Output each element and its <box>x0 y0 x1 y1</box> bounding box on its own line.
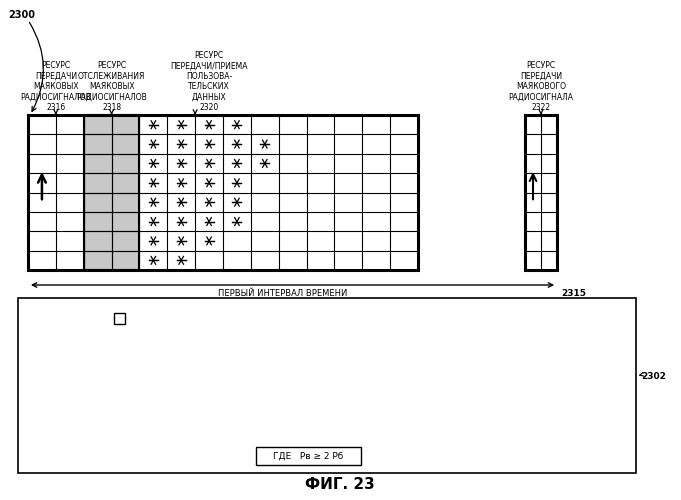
Text: 2312: 2312 <box>58 414 80 422</box>
Bar <box>84 115 140 270</box>
Text: СИМВОЛ ПОЛЬЗОВАТЕЛЬСКИХ ДАННЫХ НА СРЕДНЕМ УРОВНЕ МОЩНОСТИ ПЕРЕДАЧИ: СИМВОЛ ПОЛЬЗОВАТЕЛЬСКИХ ДАННЫХ НА СРЕДНЕ… <box>138 435 467 441</box>
Text: 2302: 2302 <box>641 372 666 381</box>
Text: ГДЕ   Pв ≥ 2 Pб: ГДЕ Pв ≥ 2 Pб <box>273 452 344 460</box>
Text: ПЕРЕДАЧИ Pв В ФАЗЕ Θ3: ПЕРЕДАЧИ Pв В ФАЗЕ Θ3 <box>138 423 233 429</box>
Text: РЕСУРС
ОТСЛЕЖИВАНИЯ
МАЯКОВЫХ
РАДИОСИГНАЛОВ
2318: РЕСУРС ОТСЛЕЖИВАНИЯ МАЯКОВЫХ РАДИОСИГНАЛ… <box>76 62 147 112</box>
Text: СИМВОЛ МАЯКОВОГО РАДИОСИГНАЛА НА СРЕДНЕМ УРОВНЕ МОЩНОСТИ ПЕРЕДАЧИ Pв: СИМВОЛ МАЯКОВОГО РАДИОСИГНАЛА НА СРЕДНЕМ… <box>138 337 473 343</box>
Text: 2310: 2310 <box>58 388 80 398</box>
Text: РЕСУРС
ПЕРЕДАЧИ
МАЯКОВОГО
РАДИОСИГНАЛА
2322: РЕСУРС ПЕРЕДАЧИ МАЯКОВОГО РАДИОСИГНАЛА 2… <box>509 62 573 112</box>
Text: РЕСУРС
ПЕРЕДАЧИ/ПРИЕМА
ПОЛЬЗОВА-
ТЕЛЬСКИХ
ДАННЫХ
2320: РЕСУРС ПЕРЕДАЧИ/ПРИЕМА ПОЛЬЗОВА- ТЕЛЬСКИ… <box>170 51 248 112</box>
Text: ПЕРВЫЙ ИНТЕРВАЛ ВРЕМЕНИ: ПЕРВЫЙ ИНТЕРВАЛ ВРЕМЕНИ <box>218 289 347 298</box>
Text: 2304: 2304 <box>58 314 80 322</box>
Bar <box>28 115 418 270</box>
Bar <box>525 115 557 270</box>
Text: 2306: 2306 <box>58 336 80 344</box>
Text: Pв В ФАЗЕ Θ4: Pв В ФАЗЕ Θ4 <box>138 446 190 452</box>
Text: СИМВОЛ ПОЛЬЗОВАТЕЛЬСКИХ ДАННЫХ НА СРЕДНЕМ УРОВНЕ МОЩНОСТИ: СИМВОЛ ПОЛЬЗОВАТЕЛЬСКИХ ДАННЫХ НА СРЕДНЕ… <box>138 385 424 391</box>
Text: ФИГ. 23: ФИГ. 23 <box>305 477 375 492</box>
Bar <box>114 313 125 324</box>
Bar <box>28 115 418 270</box>
Text: ПЕРЕДАЧИ Pв В ФАЗЕ Θ1: ПЕРЕДАЧИ Pв В ФАЗЕ Θ1 <box>138 368 233 374</box>
Text: СИМВОЛ ПОЛЬЗОВАТЕЛЬСКИХ ДАННЫХ НА СРЕДНЕМ УРОВНЕ МОЩНОСТИ: СИМВОЛ ПОЛЬЗОВАТЕЛЬСКИХ ДАННЫХ НА СРЕДНЕ… <box>138 412 424 418</box>
Text: ПЕРЕДАЧИ Pв В ФАЗЕ Θ2: ПЕРЕДАЧИ Pв В ФАЗЕ Θ2 <box>138 396 233 402</box>
Bar <box>256 447 361 465</box>
Text: 2315: 2315 <box>561 289 586 298</box>
Text: РЕСУРС
ПЕРЕДАЧИ
МАЯКОВЫХ
РАДИОСИГНАЛОВ
2316: РЕСУРС ПЕРЕДАЧИ МАЯКОВЫХ РАДИОСИГНАЛОВ 2… <box>20 62 91 112</box>
Bar <box>84 115 140 270</box>
Bar <box>525 115 557 270</box>
Bar <box>18 298 636 473</box>
Text: 2314: 2314 <box>58 436 80 446</box>
Text: ТОНОВЫЙ OFDM-СИМВОЛ (БАЗОВАЯ ЕДИНИЦА ПЕРЕДАЧИ РЕСУРСА ЛИНИИ РАДИОСВЯЗИ): ТОНОВЫЙ OFDM-СИМВОЛ (БАЗОВАЯ ЕДИНИЦА ПЕР… <box>138 314 482 322</box>
Text: ЛЕГЕНДА: ЛЕГЕНДА <box>304 460 351 470</box>
Text: 2300: 2300 <box>8 10 35 20</box>
Text: 2308: 2308 <box>58 360 80 370</box>
Text: СИМВОЛ ПОЛЬЗОВАТЕЛЬСКИХ ДАННЫХ НА СРЕДНЕМ УРОВНЕ МОЩНОСТИ: СИМВОЛ ПОЛЬЗОВАТЕЛЬСКИХ ДАННЫХ НА СРЕДНЕ… <box>138 357 424 363</box>
